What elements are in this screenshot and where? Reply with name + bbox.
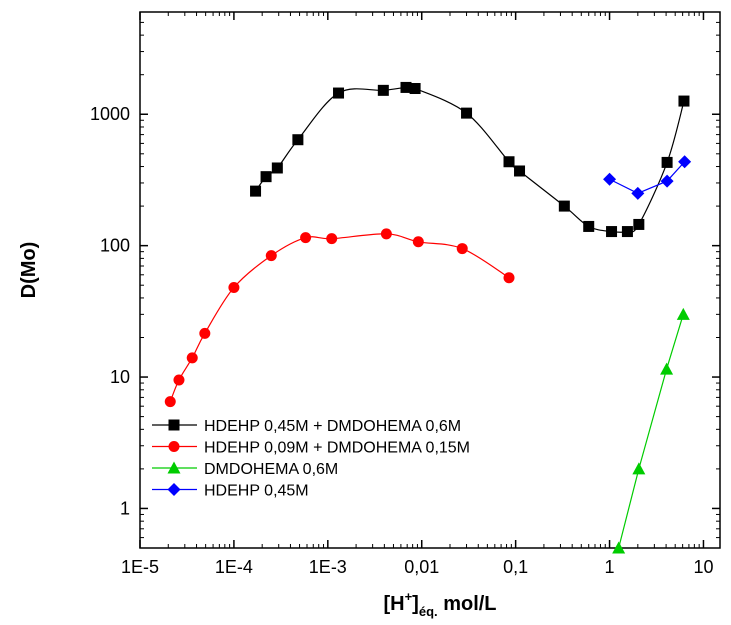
series-line-2: [169, 233, 510, 402]
series-2-point: [164, 396, 176, 408]
legend: HDEHP 0,45M + DMDOHEMA 0,6M HDEHP 0,09M +…: [152, 418, 470, 500]
series-3-point: [676, 307, 690, 320]
y-tick-label: 100: [100, 236, 130, 256]
series-4-point: [603, 172, 617, 186]
series-1-point: [678, 95, 690, 107]
series-1-point: [377, 84, 389, 96]
series-1-point: [409, 83, 421, 95]
series-line-4: [609, 161, 686, 195]
series-2-point: [503, 272, 515, 284]
x-tick-label: 10: [693, 557, 713, 577]
y-tick-label: 1: [120, 498, 130, 518]
x-tick-labels: 1E-5 1E-4 1E-3 0,01 0,1 1 10: [121, 557, 713, 577]
series-1-point: [271, 162, 283, 174]
series-4-point: [631, 186, 645, 200]
series-2-point: [326, 233, 338, 245]
plot-border: [139, 11, 721, 549]
series-2-point: [412, 236, 424, 248]
series-1-point: [400, 81, 412, 93]
series-1-point: [292, 134, 304, 146]
series-1-point: [661, 156, 673, 168]
legend-label-1: HDEHP 0,45M + DMDOHEMA 0,6M: [204, 418, 461, 435]
x-tick-label: 1E-3: [309, 557, 347, 577]
series-1-point: [260, 171, 272, 183]
x-tick-label: 1: [605, 557, 615, 577]
legend-marker-4: [167, 483, 181, 496]
series-2-point: [300, 232, 312, 244]
x-axis-title-part2: ]: [412, 593, 419, 615]
legend-marker-3: [167, 461, 181, 474]
series-2-point: [380, 228, 392, 240]
plot-frame: [139, 11, 721, 549]
series-3-point: [660, 362, 674, 375]
legend-label-3: DMDOHEMA 0,6M: [204, 461, 338, 478]
series-1-point: [333, 87, 345, 99]
series-2-point: [265, 250, 277, 262]
series-2-point: [228, 282, 240, 294]
series-2-point: [199, 327, 211, 339]
y-tick-labels: 1 10 100 1000: [90, 104, 130, 518]
y-tick-label: 1000: [90, 104, 130, 124]
series-4-point: [660, 174, 674, 188]
series-2-point: [173, 374, 185, 386]
series-line-3: [618, 314, 684, 548]
x-tick-label: 0,01: [404, 557, 439, 577]
legend-marker-1: [168, 419, 180, 431]
series-4-point: [678, 155, 692, 169]
x-axis-title-sub: éq.: [419, 604, 438, 619]
y-axis-title: D(Mo): [18, 242, 40, 299]
series-1-point: [461, 107, 473, 119]
series-1-point: [514, 165, 526, 177]
series-1-point: [583, 220, 595, 232]
legend-label-2: HDEHP 0,09M + DMDOHEMA 0,15M: [204, 440, 470, 457]
x-axis-title-part3: mol/L: [438, 593, 497, 615]
x-tick-label: 0,1: [503, 557, 528, 577]
series-1-point: [633, 218, 645, 230]
series-2-point: [456, 243, 468, 255]
series-3-point: [612, 541, 626, 554]
x-axis-title: [H+]éq. mol/L: [383, 589, 496, 619]
series-1-point: [606, 226, 618, 238]
series-markers: [164, 81, 692, 554]
series-1-point: [558, 200, 570, 212]
series-3-point: [632, 462, 646, 475]
y-tick-label: 10: [110, 367, 130, 387]
series-1-point: [503, 156, 515, 168]
legend-marker-2: [168, 441, 180, 452]
x-tick-label: 1E-5: [121, 557, 159, 577]
series-1-point: [250, 185, 262, 197]
major-ticks: [139, 12, 720, 548]
x-axis-title-part1: [H: [383, 593, 404, 615]
series-2-point: [186, 352, 198, 364]
minor-ticks: [140, 11, 720, 549]
x-tick-label: 1E-4: [215, 557, 253, 577]
series-1-point: [621, 226, 633, 238]
legend-label-4: HDEHP 0,45M: [204, 483, 309, 500]
series-lines: [169, 85, 686, 548]
x-axis-title-sup: +: [405, 589, 413, 604]
